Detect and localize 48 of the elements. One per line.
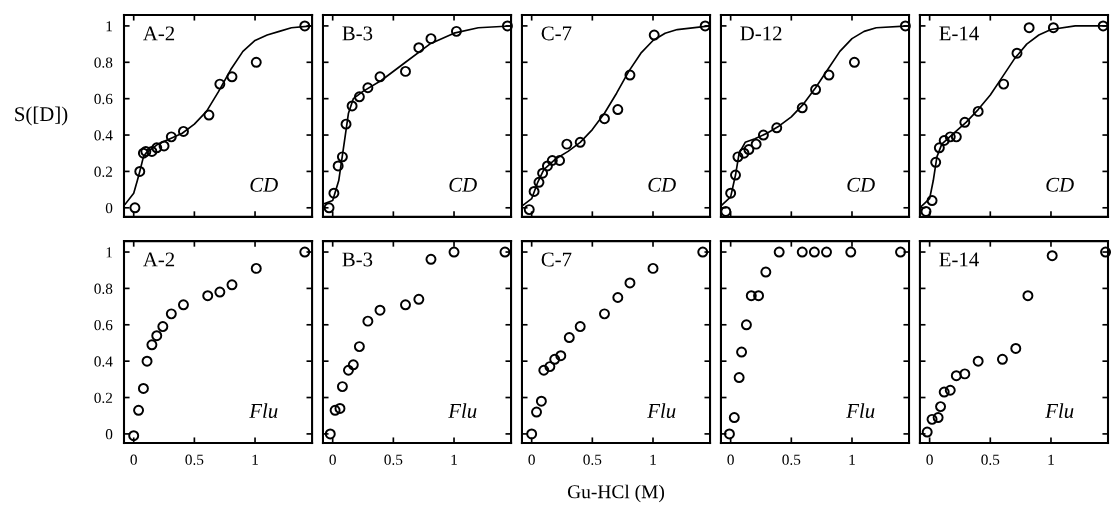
x-tick-label: 0: [926, 454, 933, 465]
y-tick-label: 1: [106, 21, 112, 32]
x-tick-label: 1: [451, 454, 457, 465]
annotation: Flu: [846, 403, 875, 418]
x-axis-title: Gu-HCl (M): [567, 484, 665, 503]
annotation: C-7: [541, 252, 572, 267]
y-tick-label: 0.4: [94, 130, 113, 141]
y-tick-label: 0.4: [94, 356, 113, 367]
y-tick-label: 0.6: [94, 319, 113, 331]
annotation: CD: [1046, 177, 1074, 192]
x-tick-label: 0: [130, 454, 137, 465]
x-tick-label: 1: [650, 454, 656, 465]
annotation: C-7: [541, 26, 572, 41]
annotation: Flu: [1045, 403, 1074, 418]
y-tick-label: 0.2: [94, 166, 113, 177]
x-tick-label: 0: [329, 454, 336, 465]
annotation: Flu: [249, 403, 278, 418]
y-tick-label: 0: [105, 429, 113, 440]
annotation: E-14: [939, 252, 979, 267]
x-tick-label: 0: [727, 454, 734, 465]
annotation: A-2: [143, 252, 175, 267]
x-tick-label: 0.5: [981, 454, 1000, 465]
y-tick-label: 1: [106, 247, 112, 258]
annotation: E-14: [939, 26, 979, 41]
annotation: CD: [250, 177, 278, 192]
annotation: B-3: [342, 252, 373, 267]
y-tick-label: 0.6: [94, 93, 113, 105]
annotation: CD: [648, 177, 676, 192]
annotation: Flu: [647, 403, 676, 418]
x-tick-label: 0: [528, 454, 535, 465]
x-tick-label: 1: [1048, 454, 1054, 465]
annotation: Flu: [448, 403, 477, 418]
y-tick-label: 0.8: [94, 57, 113, 68]
x-tick-label: 1: [849, 454, 855, 465]
y-axis-title: S([D]): [15, 106, 68, 126]
y-tick-label: 0.8: [94, 283, 113, 294]
annotation: A-2: [143, 26, 175, 41]
x-tick-label: 1: [252, 454, 258, 465]
y-tick-label: 0: [105, 202, 113, 214]
x-tick-label: 0.5: [583, 454, 602, 465]
annotation: B-3: [342, 26, 373, 41]
annotation: CD: [449, 177, 477, 192]
y-tick-label: 0.2: [94, 392, 113, 404]
annotation: CD: [847, 177, 875, 192]
annotation: D-12: [740, 26, 782, 41]
x-tick-label: 0.5: [384, 454, 403, 465]
x-tick-label: 0.5: [185, 454, 204, 465]
x-tick-label: 0.5: [782, 454, 801, 465]
